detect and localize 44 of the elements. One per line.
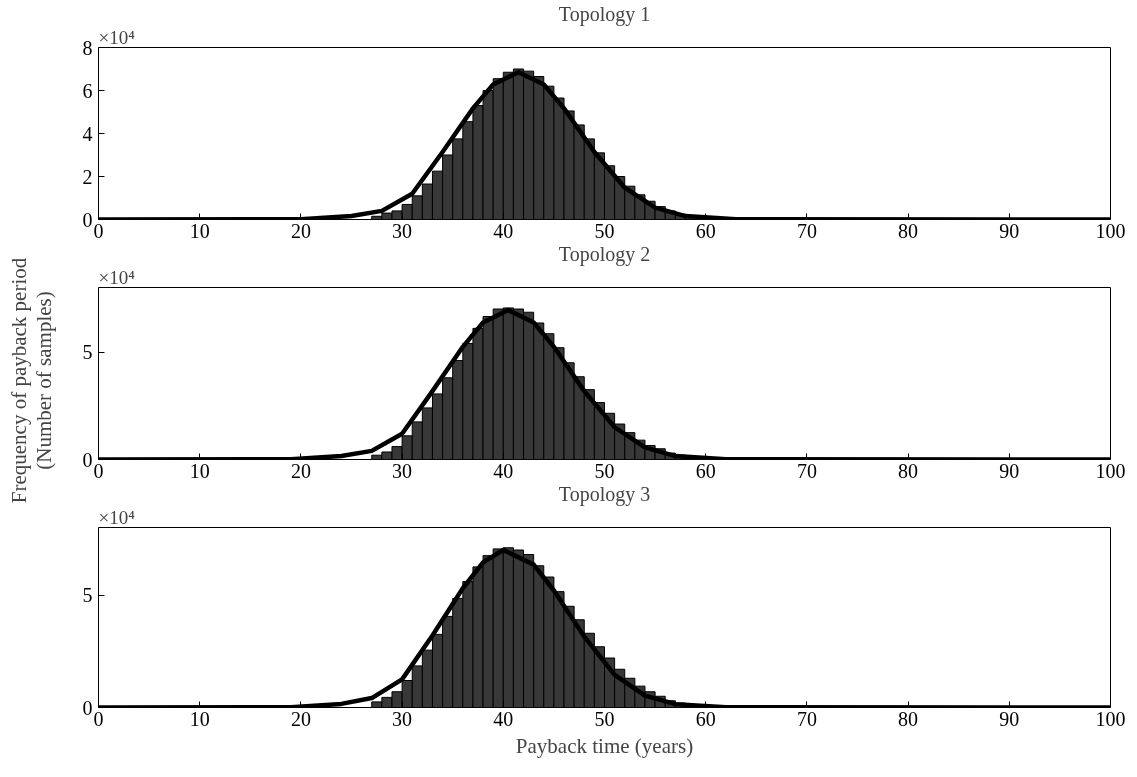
x-tick-label: 50	[594, 707, 615, 730]
x-tick-label: 80	[898, 459, 919, 482]
annotation: ×10⁴	[98, 26, 136, 48]
y-axis-title: Frequency of payback period (Number of samples)	[6, 257, 57, 504]
y-tick-label: 6	[82, 79, 93, 102]
x-tick-label: 10	[189, 707, 210, 730]
x-tick-label: 20	[290, 459, 311, 482]
chart-title: Topology 3	[558, 482, 651, 506]
x-tick-label: 60	[695, 219, 716, 242]
x-tick-label: 70	[796, 219, 817, 242]
x-tick-label: 40	[493, 459, 514, 482]
chart-title: Topology 1	[558, 2, 651, 26]
x-tick-label: 70	[796, 459, 817, 482]
x-tick-label: 60	[695, 707, 716, 730]
x-tick-label: 10	[189, 459, 210, 482]
y-tick-label: 2	[82, 165, 93, 188]
y-tick-label: 5	[82, 341, 93, 363]
x-tick-label: 30	[392, 219, 413, 242]
x-tick-label: 100	[1095, 219, 1126, 242]
x-tick-label: 90	[999, 219, 1020, 242]
chart-title: Topology 2	[558, 242, 651, 266]
x-tick-label: 100	[1095, 459, 1126, 482]
x-axis-title: Payback time (years)	[515, 733, 694, 758]
x-tick-label: 80	[898, 707, 919, 730]
y-tick-label: 4	[82, 122, 93, 145]
y-tick-label: 5	[82, 584, 93, 606]
x-tick-label: 20	[290, 219, 311, 242]
x-tick-label: 90	[999, 459, 1020, 482]
x-tick-label: 70	[796, 707, 817, 730]
x-tick-label: 40	[493, 219, 514, 242]
text: ×10⁴	[98, 266, 136, 288]
x-tick-label: 20	[290, 707, 311, 730]
x-tick-label: 10	[189, 219, 210, 242]
x-tick-label: 50	[594, 219, 615, 242]
x-tick-label: 60	[695, 459, 716, 482]
x-tick-label: 30	[392, 459, 413, 482]
y-tick-label: 8	[82, 36, 93, 59]
text: ×10⁴	[98, 506, 136, 528]
x-tick-label: 90	[999, 707, 1020, 730]
x-tick-label: 40	[493, 707, 514, 730]
x-tick-label: 50	[594, 459, 615, 482]
x-tick-label: 80	[898, 219, 919, 242]
x-tick-label: 30	[392, 707, 413, 730]
x-tick-label: 100	[1095, 707, 1126, 730]
